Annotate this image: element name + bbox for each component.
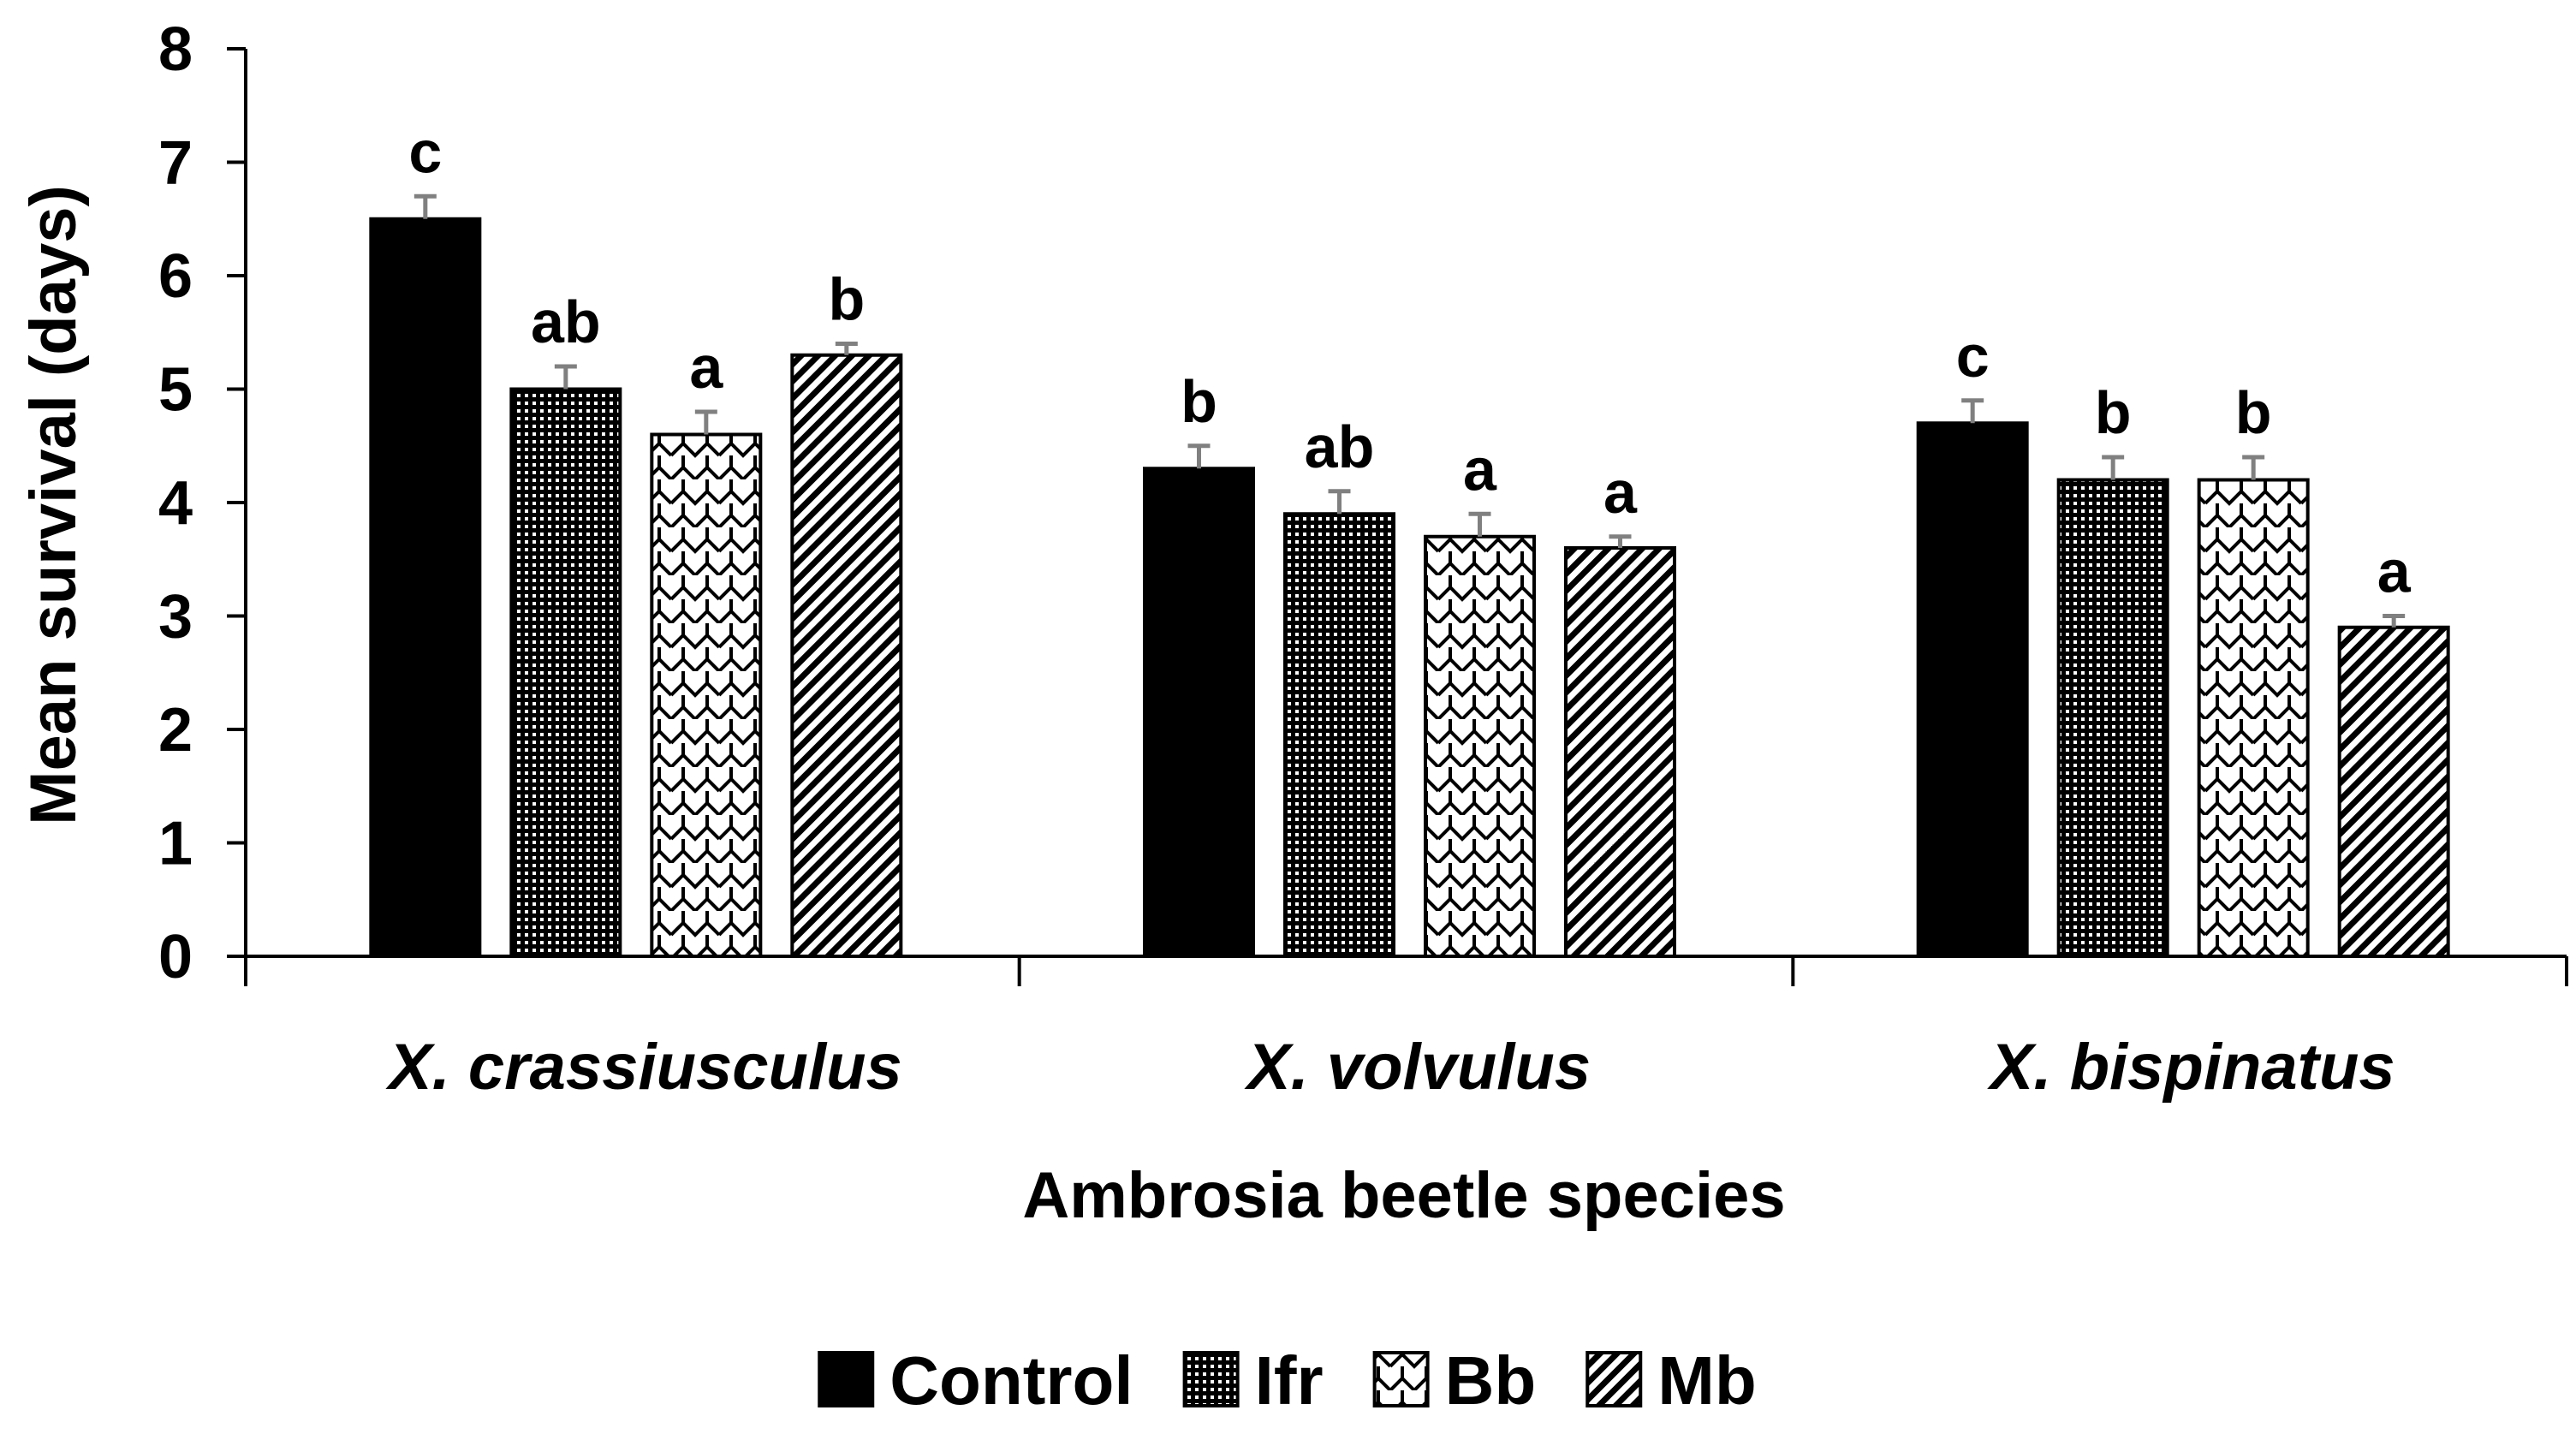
significance-letter: a [2377, 539, 2412, 605]
bar-control-2 [1143, 467, 1255, 958]
bar-bb-3 [2197, 478, 2310, 958]
bar-ifr-2 [1283, 512, 1395, 958]
y-tick-label: 7 [158, 129, 193, 198]
y-tick-label: 5 [158, 356, 193, 425]
legend-label-bb: Bb [1445, 1342, 1537, 1419]
legend-label-ifr: Ifr [1255, 1342, 1324, 1419]
legend-swatch-control [818, 1351, 875, 1407]
bar-mb-3 [2337, 625, 2450, 958]
x-category-label: X. volvulus [1244, 1031, 1591, 1104]
legend-swatch-ifr [1182, 1351, 1240, 1407]
significance-letter: ab [531, 289, 601, 355]
y-tick-label: 8 [158, 15, 193, 84]
bar-mb-2 [1564, 546, 1676, 958]
legend: Control Ifr Bb Mb [818, 1342, 1757, 1419]
y-axis-title: Mean survival (days) [17, 185, 90, 825]
significance-letter: b [1181, 368, 1217, 435]
y-tick-label: 3 [158, 583, 193, 652]
y-tick-label: 0 [158, 923, 193, 991]
category-labels: X. crassiusculus X. volvulus X. bispinatus [385, 1031, 2395, 1104]
legend-label-mb: Mb [1657, 1342, 1757, 1419]
bar-bb-2 [1424, 534, 1536, 958]
x-axis [244, 955, 2568, 986]
x-axis-title: Ambrosia beetle species [1022, 1159, 1785, 1232]
legend-swatch-bb [1372, 1351, 1430, 1407]
significance-letter: c [408, 118, 442, 185]
y-tick-label: 2 [158, 696, 193, 765]
significance-letter: b [2095, 379, 2132, 446]
y-tick-label: 1 [158, 810, 193, 878]
y-tick-label: 6 [158, 242, 193, 311]
bar-ifr-3 [2056, 478, 2169, 958]
significance-letter: a [689, 334, 723, 401]
bar-control-1 [369, 217, 482, 958]
x-category-label: X. bispinatus [1987, 1031, 2395, 1104]
bar-mb-1 [790, 353, 903, 958]
bar-control-3 [1916, 421, 2029, 958]
significance-letter: ab [1305, 414, 1375, 480]
significance-letter: a [1463, 436, 1497, 503]
x-category-label: X. crassiusculus [385, 1031, 902, 1104]
legend-label-control: Control [889, 1342, 1133, 1419]
y-tick-label: 4 [158, 469, 193, 538]
significance-letter: c [1956, 323, 1990, 390]
significance-letter: b [828, 266, 865, 333]
significance-letter: b [2235, 379, 2272, 446]
significance-letter: a [1603, 459, 1638, 526]
bar-ifr-1 [509, 387, 622, 958]
legend-swatch-mb [1585, 1351, 1643, 1407]
bar-bb-1 [650, 432, 763, 958]
y-axis: 0 1 2 3 4 5 6 7 8 [158, 15, 247, 991]
